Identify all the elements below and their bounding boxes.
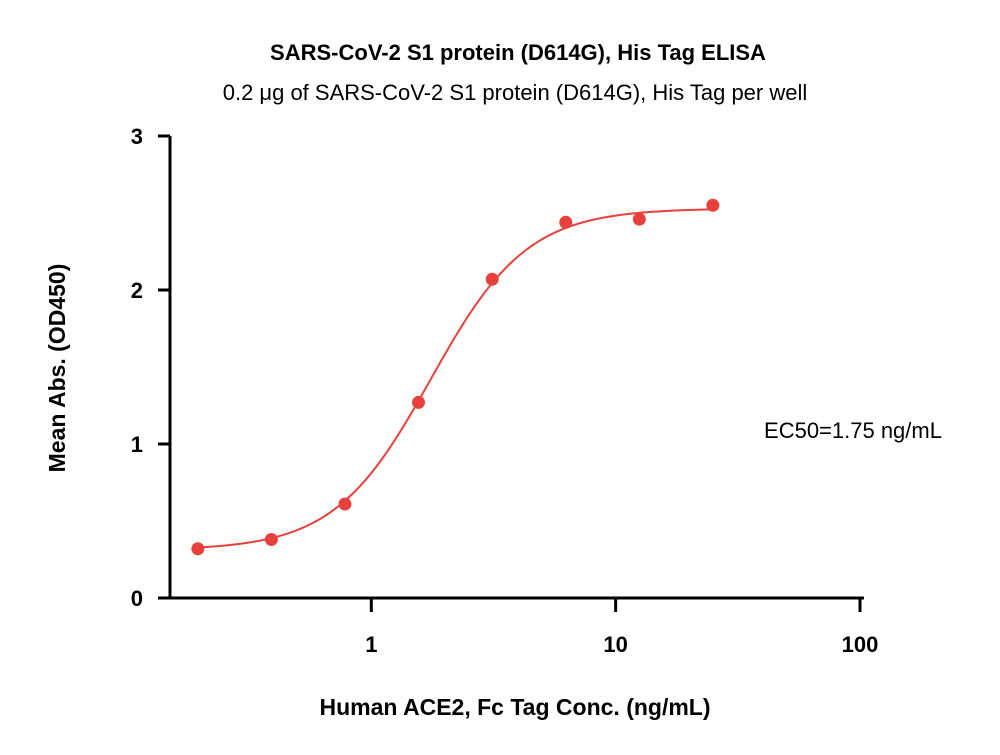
chart-subtitle: 0.2 μg of SARS-CoV-2 S1 protein (D614G),… [223, 80, 808, 105]
y-tick-label: 3 [131, 124, 143, 149]
y-tick-label: 0 [131, 586, 143, 611]
data-point [264, 532, 278, 546]
y-axis-label: Mean Abs. (OD450) [44, 264, 70, 473]
data-points [191, 198, 720, 556]
x-axis-label: Human ACE2, Fc Tag Conc. (ng/mL) [319, 694, 710, 720]
data-point [338, 497, 352, 511]
data-point [191, 542, 205, 556]
fit-curve [197, 208, 713, 549]
x-tick-label: 10 [603, 632, 627, 657]
data-point [485, 272, 499, 286]
x-tick-label: 100 [842, 632, 879, 657]
axes [168, 136, 864, 600]
x-ticks: 1 10 100 [365, 598, 878, 657]
ec50-annotation: EC50=1.75 ng/mL [764, 418, 942, 443]
x-tick-label: 1 [365, 632, 377, 657]
y-tick-label: 2 [131, 278, 143, 303]
y-ticks: 0 1 2 3 [131, 124, 170, 611]
data-point [706, 198, 720, 212]
y-tick-label: 1 [131, 432, 143, 457]
data-point [412, 395, 426, 409]
data-point [632, 212, 646, 226]
data-point [559, 215, 573, 229]
chart-title: SARS-CoV-2 S1 protein (D614G), His Tag E… [270, 40, 766, 65]
